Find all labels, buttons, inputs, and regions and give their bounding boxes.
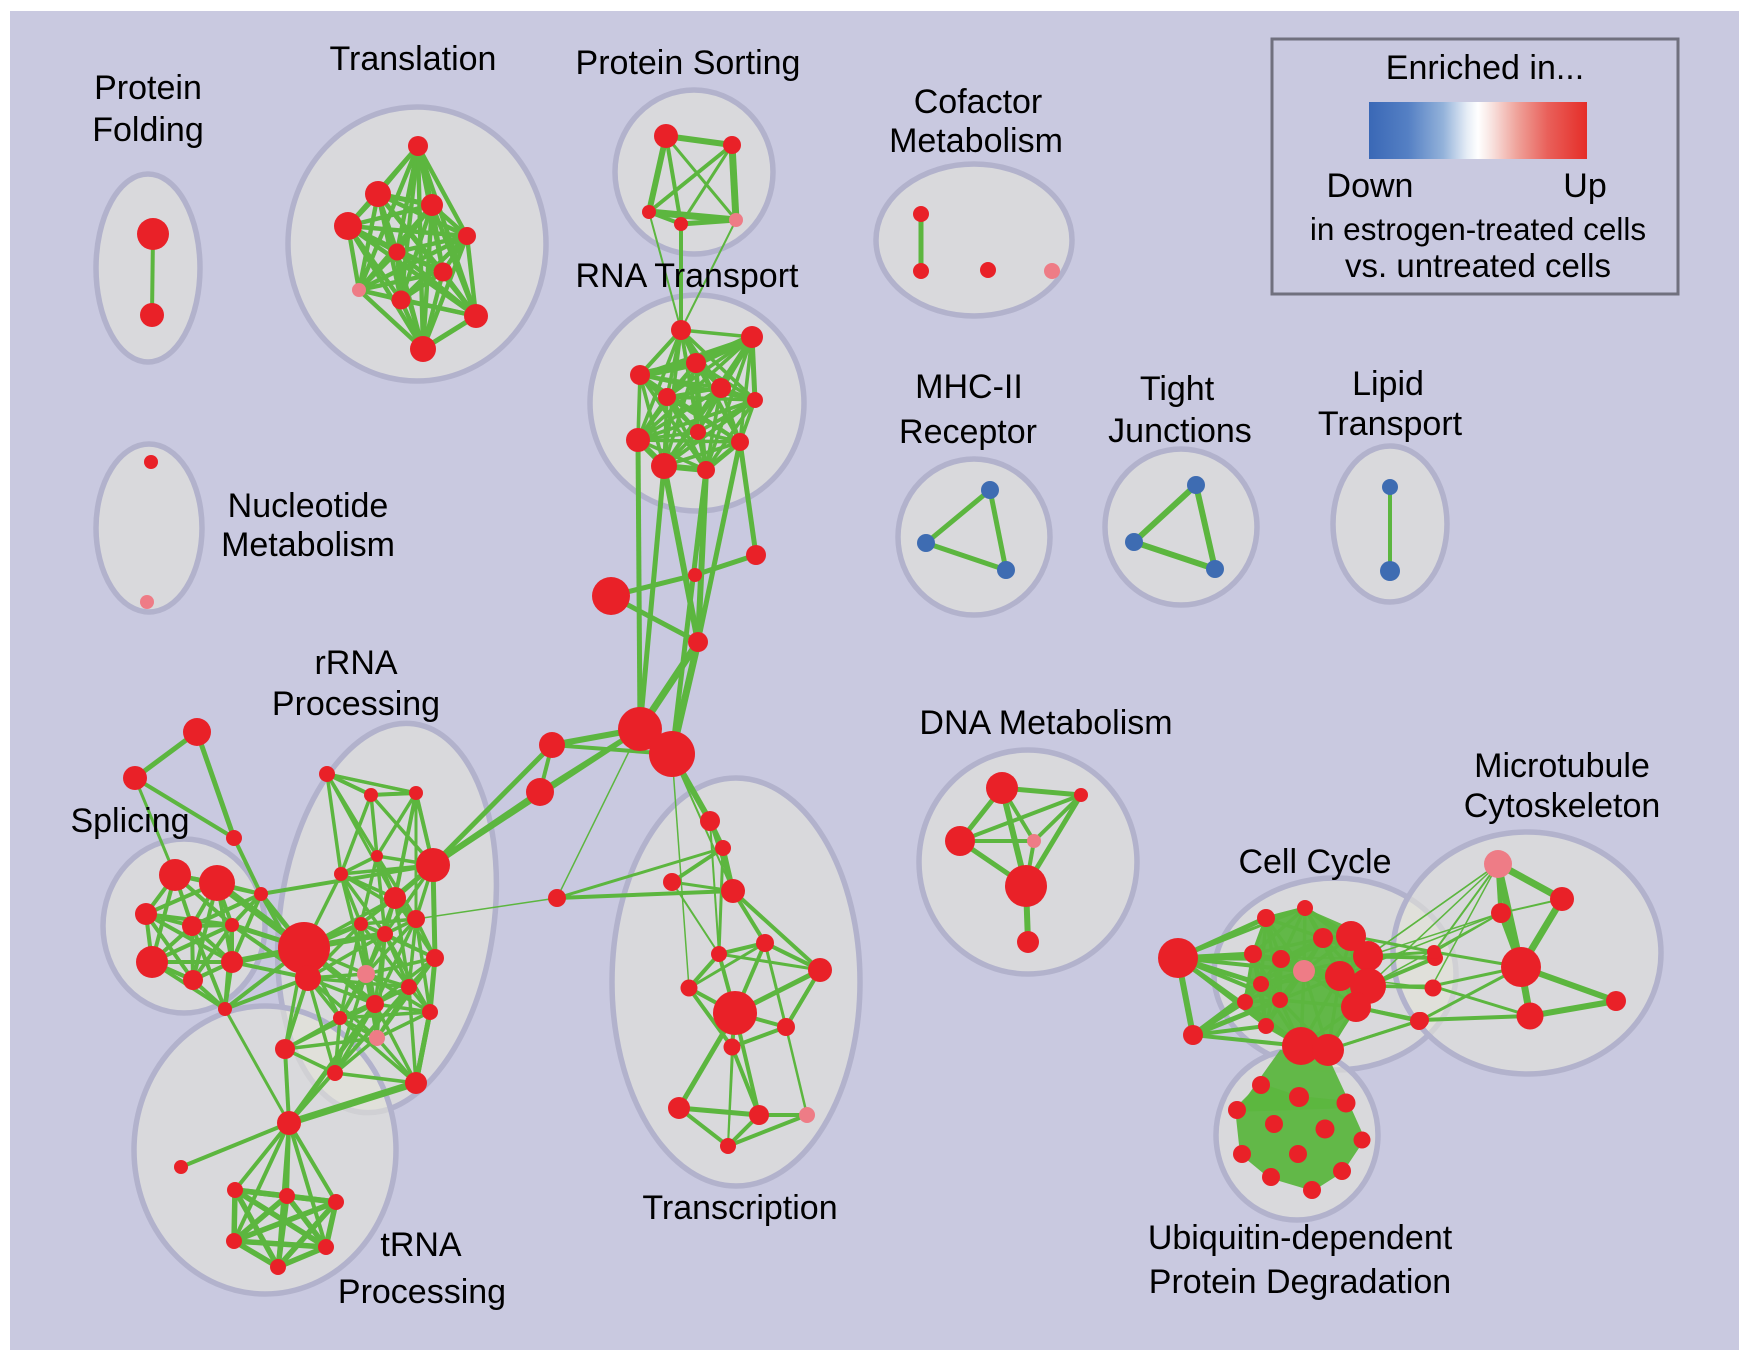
svg-text:Protein Degradation: Protein Degradation xyxy=(1149,1263,1451,1301)
svg-text:Down: Down xyxy=(1327,167,1414,205)
svg-text:Transport: Transport xyxy=(1318,405,1463,443)
svg-text:Processing: Processing xyxy=(338,1273,506,1311)
svg-text:vs. untreated cells: vs. untreated cells xyxy=(1345,247,1611,284)
svg-text:Up: Up xyxy=(1563,167,1606,205)
svg-text:Splicing: Splicing xyxy=(70,802,189,840)
svg-text:Ubiquitin-dependent: Ubiquitin-dependent xyxy=(1148,1219,1453,1257)
svg-text:Enriched in...: Enriched in... xyxy=(1386,49,1584,87)
svg-text:Cytoskeleton: Cytoskeleton xyxy=(1464,787,1661,825)
svg-text:tRNA: tRNA xyxy=(380,1226,462,1264)
svg-text:Receptor: Receptor xyxy=(899,413,1037,451)
svg-text:Lipid: Lipid xyxy=(1352,365,1424,403)
svg-text:DNA Metabolism: DNA Metabolism xyxy=(919,704,1172,742)
svg-text:Cofactor: Cofactor xyxy=(914,83,1043,121)
svg-text:Junctions: Junctions xyxy=(1108,412,1252,450)
svg-text:Tight: Tight xyxy=(1140,370,1215,408)
svg-text:MHC-II: MHC-II xyxy=(915,368,1023,406)
svg-text:RNA Transport: RNA Transport xyxy=(576,257,800,295)
svg-text:Translation: Translation xyxy=(330,40,497,78)
svg-text:Cell Cycle: Cell Cycle xyxy=(1238,843,1391,881)
svg-text:rRNA: rRNA xyxy=(314,644,397,682)
svg-text:Protein: Protein xyxy=(94,69,202,107)
svg-text:Metabolism: Metabolism xyxy=(889,122,1063,160)
svg-text:Protein Sorting: Protein Sorting xyxy=(576,44,801,82)
svg-text:Nucleotide: Nucleotide xyxy=(228,487,389,525)
svg-text:Microtubule: Microtubule xyxy=(1474,747,1650,785)
svg-text:Transcription: Transcription xyxy=(642,1189,837,1227)
svg-text:Metabolism: Metabolism xyxy=(221,526,395,564)
svg-text:Folding: Folding xyxy=(92,111,204,149)
svg-text:in estrogen-treated cells: in estrogen-treated cells xyxy=(1310,211,1646,247)
svg-text:Processing: Processing xyxy=(272,685,440,723)
